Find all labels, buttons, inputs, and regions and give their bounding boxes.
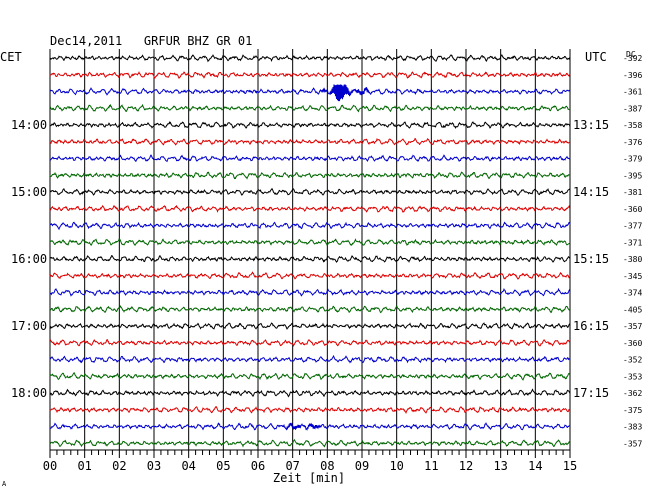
dc-offset-label: -371 xyxy=(623,238,642,247)
trace-row-8 xyxy=(49,187,571,196)
trace-row-7 xyxy=(49,171,571,180)
dc-offset-labels: -392 -396 -361 -387 -358 -376 -379 -395 -381 -360… xyxy=(623,54,642,448)
x-tick-label: 08 xyxy=(320,459,334,473)
trace-row-5 xyxy=(49,137,571,146)
dc-offset-label: -345 xyxy=(623,272,642,281)
x-tick-label: 01 xyxy=(77,459,91,473)
right-timezone-label: UTC xyxy=(585,50,607,64)
minute-grid xyxy=(49,49,571,450)
dc-offset-label: -361 xyxy=(623,88,642,97)
trace-row-4 xyxy=(49,120,571,130)
dc-offset-label: -375 xyxy=(623,406,642,415)
dc-offset-label: -360 xyxy=(623,339,642,348)
trace-row-2 xyxy=(49,84,571,102)
dc-offset-label: -352 xyxy=(623,356,642,365)
x-tick-label: 06 xyxy=(251,459,265,473)
dc-offset-label: -396 xyxy=(623,71,642,80)
dc-offset-label: -377 xyxy=(623,222,642,231)
left-hour-label: 14:00 xyxy=(11,118,47,132)
trace-row-18 xyxy=(49,355,571,364)
dc-offset-label: -376 xyxy=(623,138,642,147)
trace-row-19 xyxy=(49,372,571,381)
right-hour-label: 17:15 xyxy=(573,386,609,400)
x-tick-label: 15 xyxy=(563,459,577,473)
right-hour-label: 15:15 xyxy=(573,252,609,266)
chart-title: Dec14,2011 GRFUR BHZ GR 01 xyxy=(50,34,252,48)
dc-header: DC xyxy=(626,50,636,59)
dc-offset-label: -383 xyxy=(623,423,642,432)
trace-row-13 xyxy=(49,271,571,280)
right-hour-label: 14:15 xyxy=(573,185,609,199)
x-axis: 00 01 02 03 04 05 06 07 08 09 10 11 12 13 14 15 xyxy=(43,449,577,473)
x-tick-label: 07 xyxy=(285,459,299,473)
dc-offset-label: -374 xyxy=(623,289,642,298)
dc-offset-label: -405 xyxy=(623,305,642,314)
dc-offset-label: -353 xyxy=(623,372,642,381)
trace-row-14 xyxy=(49,287,571,297)
dc-offset-label: -358 xyxy=(623,121,642,130)
x-tick-label: 13 xyxy=(493,459,507,473)
trace-row-16 xyxy=(49,322,571,330)
left-hour-label: 17:00 xyxy=(11,319,47,333)
trace-row-0 xyxy=(49,53,571,63)
dc-offset-label: -357 xyxy=(623,439,642,448)
left-timezone-label: CET xyxy=(0,50,22,64)
dc-offset-label: -360 xyxy=(623,205,642,214)
x-tick-label: 02 xyxy=(112,459,126,473)
left-hour-labels: 14:00 15:00 16:00 17:00 18:00 xyxy=(11,118,47,400)
x-tick-label: 03 xyxy=(147,459,161,473)
right-hour-label: 16:15 xyxy=(573,319,609,333)
x-tick-label: 10 xyxy=(389,459,403,473)
dc-offset-label: -379 xyxy=(623,155,642,164)
right-hour-label: 13:15 xyxy=(573,118,609,132)
trace-row-9 xyxy=(49,204,571,213)
trace-row-6 xyxy=(49,154,571,163)
trace-row-21 xyxy=(49,406,571,414)
x-tick-label: 12 xyxy=(459,459,473,473)
trace-row-20 xyxy=(49,388,571,398)
dc-offset-label: -395 xyxy=(623,171,642,180)
left-hour-label: 18:00 xyxy=(11,386,47,400)
x-tick-label: 14 xyxy=(528,459,542,473)
x-tick-label: 11 xyxy=(424,459,438,473)
dc-offset-label: -362 xyxy=(623,389,642,398)
right-hour-labels: 13:15 14:15 15:15 16:15 17:15 xyxy=(573,118,609,400)
trace-row-11 xyxy=(49,238,571,247)
x-tick-label: 00 xyxy=(43,459,57,473)
trace-row-3 xyxy=(49,103,571,113)
left-hour-label: 16:00 xyxy=(11,252,47,266)
left-hour-label: 15:00 xyxy=(11,185,47,199)
trace-row-15 xyxy=(49,305,571,314)
dc-offset-label: -387 xyxy=(623,104,642,113)
dc-offset-label: -357 xyxy=(623,322,642,331)
trace-row-23 xyxy=(49,438,571,448)
dc-offset-label: -392 xyxy=(623,54,642,63)
trace-row-17 xyxy=(49,339,571,347)
x-tick-label: 05 xyxy=(216,459,230,473)
trace-row-12 xyxy=(49,255,571,263)
trace-row-1 xyxy=(49,70,571,79)
seismogram-traces xyxy=(49,53,571,448)
trace-row-22 xyxy=(49,422,571,431)
dc-offset-label: -381 xyxy=(623,188,642,197)
x-axis-label: Zeit [min] xyxy=(273,471,345,485)
footer-mark: A xyxy=(2,480,7,488)
x-tick-label: 09 xyxy=(355,459,369,473)
trace-row-10 xyxy=(49,221,571,231)
x-tick-label: 04 xyxy=(181,459,195,473)
dc-offset-label: -380 xyxy=(623,255,642,264)
